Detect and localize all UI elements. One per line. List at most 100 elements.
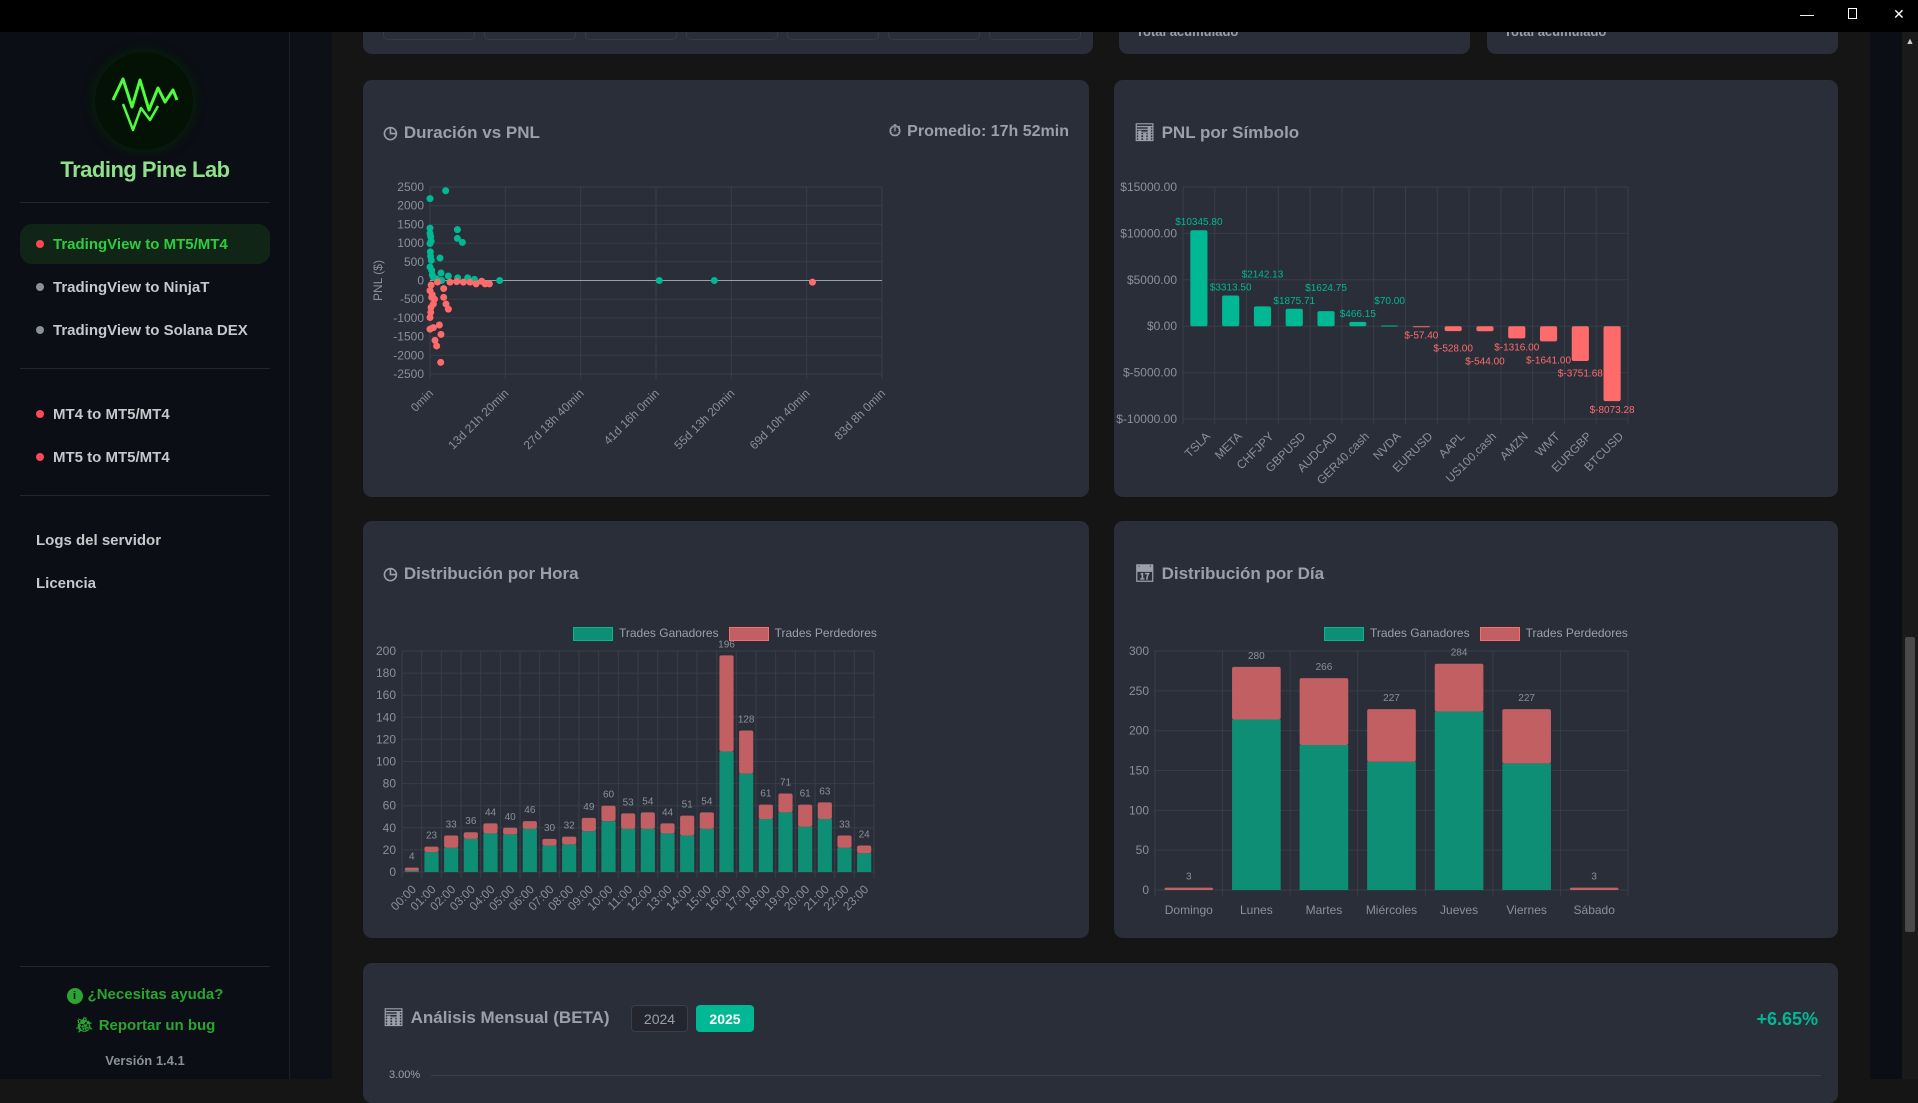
sidebar-item-label: Logs del servidor bbox=[36, 531, 162, 549]
data-point bbox=[435, 321, 443, 329]
data-point bbox=[485, 280, 493, 288]
sidebar-item-license[interactable]: Licencia bbox=[20, 563, 270, 603]
total-label: 71 bbox=[780, 778, 792, 789]
data-point bbox=[434, 278, 442, 286]
y-tick-label: 0 bbox=[417, 274, 424, 288]
data-point bbox=[710, 277, 718, 284]
legend-win[interactable]: Trades Ganadores bbox=[1324, 626, 1470, 641]
x-tick-label: 41d 16h 0min bbox=[601, 386, 662, 447]
bar-losers bbox=[798, 804, 813, 827]
sidebar-item[interactable]: MT4 to MT5/MT4 bbox=[20, 394, 270, 434]
year-2024-button[interactable]: 2024 bbox=[631, 1005, 688, 1032]
total-label: 46 bbox=[524, 805, 536, 816]
bar-winners bbox=[1502, 763, 1551, 890]
status-dot bbox=[36, 326, 44, 334]
bar-losers bbox=[1299, 678, 1349, 746]
bug-label: Reportar un bug bbox=[98, 1017, 216, 1034]
status-dot bbox=[36, 410, 44, 418]
legend-win[interactable]: Trades Ganadores bbox=[573, 626, 719, 641]
sidebar-item-logs[interactable]: Logs del servidor bbox=[20, 520, 270, 560]
logo bbox=[95, 52, 193, 150]
data-point bbox=[466, 278, 474, 286]
y-tick-label: -2000 bbox=[393, 348, 424, 362]
bar-losers bbox=[463, 832, 478, 839]
legend-loss[interactable]: Trades Perdedores bbox=[1479, 626, 1628, 641]
bar-losers bbox=[601, 805, 616, 822]
total-label: 284 bbox=[1451, 648, 1468, 659]
sidebar-item-label: TradingView to NinjaT bbox=[53, 278, 210, 296]
info-icon: i bbox=[66, 988, 83, 1004]
x-tick-label: AMZN bbox=[1497, 429, 1531, 463]
scroll-up-icon[interactable]: ▲ bbox=[1905, 36, 1915, 46]
bar-losers bbox=[621, 813, 636, 829]
symbol-pnl-card: 📊︎ PNL por Símbolo bbox=[1114, 80, 1838, 497]
close-icon[interactable]: ✕ bbox=[1893, 6, 1905, 22]
sidebar-item[interactable]: TradingView to MT5/MT4 bbox=[20, 224, 270, 264]
chart-legend: Trades Ganadores Trades Perdedores bbox=[573, 626, 877, 641]
total-label: 23 bbox=[426, 831, 438, 842]
sidebar-item[interactable]: TradingView to NinjaT bbox=[20, 267, 270, 307]
card-title: Distribución por Hora bbox=[403, 564, 579, 583]
total-label: 227 bbox=[1383, 693, 1400, 704]
y-tick-label: 0 bbox=[1142, 883, 1149, 897]
title-bar: — ✕ bbox=[0, 0, 1918, 32]
total-label: 44 bbox=[662, 807, 674, 818]
bar-winners bbox=[719, 751, 734, 872]
data-point bbox=[459, 278, 467, 286]
legend-loss[interactable]: Trades Perdedores bbox=[728, 626, 877, 641]
y-tick-label: 80 bbox=[383, 777, 397, 791]
bar-winners bbox=[640, 828, 655, 872]
total-label: 266 bbox=[1316, 662, 1333, 673]
clock-icon: ◷ bbox=[383, 123, 398, 142]
y-tick-label: 140 bbox=[376, 710, 396, 724]
data-point bbox=[427, 308, 435, 316]
y-tick-label: 160 bbox=[376, 688, 396, 702]
y-tick-label: 300 bbox=[1129, 644, 1149, 658]
bar-losers bbox=[424, 846, 439, 853]
bar-winners bbox=[1299, 745, 1349, 890]
maximize-icon[interactable] bbox=[1848, 8, 1857, 19]
help-link[interactable]: i ¿Necesitas ayuda? bbox=[0, 986, 290, 1004]
sidebar-item[interactable]: MT5 to MT5/MT4 bbox=[20, 437, 270, 477]
bar-chart-icon: 📊︎ bbox=[383, 1008, 405, 1027]
status-dot bbox=[36, 453, 44, 461]
data-point bbox=[440, 285, 448, 293]
data-point bbox=[444, 272, 452, 280]
total-label: 4 bbox=[409, 852, 415, 863]
total-label: 49 bbox=[583, 802, 595, 813]
sidebar-item[interactable]: TradingView to Solana DEX bbox=[20, 310, 270, 350]
y-tick-label: 0 bbox=[389, 865, 396, 879]
y-tick-label: 100 bbox=[1129, 803, 1149, 817]
y-tick-label: 1000 bbox=[397, 236, 424, 250]
bar-winners bbox=[424, 852, 439, 872]
bar-winners bbox=[404, 870, 419, 872]
report-bug-link[interactable]: 🐞︎ Reportar un bug bbox=[0, 1016, 290, 1034]
data-label: $2142.13 bbox=[1242, 269, 1284, 280]
total-label: 44 bbox=[485, 807, 497, 818]
data-label: $1624.75 bbox=[1305, 283, 1347, 294]
y-tick-label: -2500 bbox=[393, 367, 424, 381]
minimize-icon[interactable]: — bbox=[1800, 6, 1814, 22]
scrollbar-thumb[interactable] bbox=[1905, 637, 1915, 932]
card-title: Distribución por Día bbox=[1161, 564, 1325, 583]
bar-winners bbox=[857, 853, 872, 872]
total-label: 54 bbox=[642, 796, 654, 807]
year-2025-button[interactable]: 2025 bbox=[696, 1005, 754, 1032]
scrollbar[interactable]: ▲ bbox=[1902, 32, 1918, 1079]
total-label: 196 bbox=[718, 639, 735, 650]
y-tick-label: 2000 bbox=[397, 199, 424, 213]
bar-winners bbox=[542, 845, 557, 872]
data-label: $10345.80 bbox=[1175, 217, 1223, 228]
data-label: $-8073.28 bbox=[1590, 405, 1635, 416]
bar-losers bbox=[1502, 709, 1551, 764]
data-label: $-3751.68 bbox=[1558, 368, 1603, 379]
monthly-analysis-card: 📊︎ Análisis Mensual (BETA) 2024 2025 +6.6… bbox=[363, 963, 1838, 1103]
data-point bbox=[808, 278, 816, 286]
y-tick-label: 200 bbox=[376, 644, 396, 658]
bar-winners bbox=[817, 818, 832, 872]
bar-losers bbox=[1232, 666, 1281, 720]
bar bbox=[1508, 326, 1526, 339]
bar-losers bbox=[1434, 663, 1484, 712]
bar-losers bbox=[522, 821, 537, 829]
hour-distribution-chart: 200180160140120100806040200400:002301:00… bbox=[376, 639, 875, 913]
